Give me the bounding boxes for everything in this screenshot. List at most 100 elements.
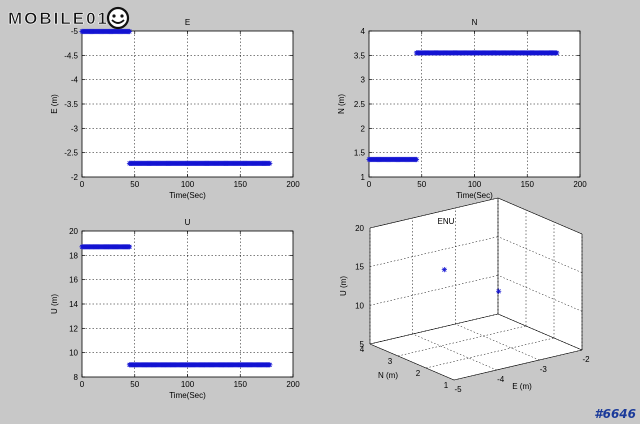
y-tick-label: 8 [74, 373, 79, 382]
logo-text: MOBILE01 [8, 9, 109, 28]
y-tick-label: 18 [69, 251, 78, 260]
y-tick-label: 1.5 [354, 149, 366, 158]
box-edge [369, 313, 499, 345]
x-tick-label: 0 [80, 380, 85, 389]
y-tick-label: 10 [69, 349, 78, 358]
x-tick-label: 0 [80, 180, 85, 189]
z-tick-label: 20 [355, 224, 364, 233]
x-tick-label: 200 [286, 380, 300, 389]
box-edge [369, 197, 499, 229]
grid-floor-n [425, 337, 555, 369]
chart-title: ENU [438, 217, 455, 226]
data-point [126, 244, 133, 250]
y-axis-label: E (m) [50, 94, 59, 114]
x-tick-label: 50 [130, 180, 139, 189]
z-axis-label: U (m) [339, 276, 348, 296]
x-tick-label: -4 [497, 375, 505, 384]
z-tick-label: 15 [355, 263, 364, 272]
y-tick-label: 20 [69, 227, 78, 236]
chart-title: E [185, 18, 190, 27]
back-wall-e [498, 198, 582, 350]
chart-enu: -5 -4 -3 -2 1 2 3 45 10 15 20 E (m) N (m) U (m) ENU [339, 197, 590, 394]
grid-wall-u-n [369, 236, 499, 267]
smiley-icon [106, 6, 130, 30]
back-wall-n [370, 198, 498, 344]
x-tick-label: -3 [540, 365, 548, 374]
x-tick-label: -2 [582, 355, 590, 364]
series-1 [413, 50, 560, 56]
z-tick-label: 10 [355, 301, 364, 310]
y-tick-label: -3 [71, 124, 79, 133]
z-tick-label: 5 [360, 340, 365, 349]
y-tick-label: 1 [361, 173, 366, 182]
y-tick-label: -4 [71, 76, 79, 85]
x-tick-label: 100 [468, 180, 482, 189]
grid-floor-e [455, 323, 540, 361]
chart-title: N [472, 18, 478, 27]
y-tick-label: 2.5 [354, 100, 366, 109]
x-tick-label: 100 [181, 180, 195, 189]
x-tick-label: 150 [234, 180, 248, 189]
y-axis-label: N (m) [337, 94, 346, 114]
chart-n: 0 50 100 150 200 1 1.5 2 2.5 3 3.5 4 N Time(Sec) N (m) [337, 18, 587, 200]
y-tick-label: 12 [69, 324, 78, 333]
y-tick-label: 1 [444, 381, 449, 390]
data-point [267, 160, 273, 166]
axes-frame [81, 230, 294, 378]
y-tick-label: 4 [360, 345, 365, 354]
grid-wall-u-e [497, 275, 583, 312]
axes-frame [368, 30, 581, 178]
x-axis-label: Time(Sec) [169, 191, 206, 200]
x-axis-label: Time(Sec) [456, 191, 493, 200]
box-edge [497, 197, 583, 235]
y-tick-label: -5 [71, 27, 79, 36]
x-axis-label: E (m) [512, 382, 532, 391]
series-0 [79, 28, 133, 35]
axes-frame [81, 30, 294, 178]
x-tick-label: 50 [130, 380, 139, 389]
chart-u: 0 50 100 150 200 8 10 12 14 16 18 20 U Time(Sec) U (m) [50, 218, 300, 400]
y-tick-label: -4.5 [64, 51, 78, 60]
grid-wall-u-e [497, 236, 583, 273]
y-tick-label: 14 [69, 300, 78, 309]
y-tick-label: 2 [416, 369, 421, 378]
series-0 [366, 156, 420, 163]
chart-title: U [185, 218, 191, 227]
grid-floor-e [412, 333, 497, 371]
y-tick-label: 3 [388, 357, 393, 366]
y-tick-label: -2.5 [64, 149, 78, 158]
y-axis-label: U (m) [50, 294, 59, 314]
series-1 [126, 160, 273, 166]
x-tick-label: 150 [234, 380, 248, 389]
data-point [126, 28, 133, 35]
floor-plane [370, 314, 582, 380]
box-edge [497, 313, 583, 351]
x-tick-label: 0 [367, 180, 372, 189]
chart-e: 0 50 100 150 200 -5 -4.5 -4 -3.5 -3 -2.5 -2 E Time(Se… [50, 18, 300, 200]
watermark-text: #6646 [594, 407, 636, 421]
data-point [413, 156, 420, 163]
data-point [267, 362, 273, 368]
box-edge [453, 349, 583, 381]
mobile01-logo: MOBILE01 [8, 6, 130, 30]
x-axis-label: Time(Sec) [169, 391, 206, 400]
x-tick-label: 50 [417, 180, 426, 189]
data-point [554, 50, 560, 56]
series-1 [126, 362, 273, 368]
grid-wall-u-n [369, 275, 499, 306]
y-tick-label: 3.5 [354, 51, 366, 60]
y-tick-label: 16 [69, 276, 78, 285]
y-tick-label: -2 [71, 173, 79, 182]
x-tick-label: 200 [573, 180, 587, 189]
y-tick-label: 4 [361, 27, 366, 36]
y-axis-label: N (m) [378, 371, 398, 380]
x-tick-label: 100 [181, 380, 195, 389]
box-edge [369, 343, 455, 381]
x-tick-label: 150 [521, 180, 535, 189]
y-tick-label: 3 [361, 76, 366, 85]
data-point [441, 267, 447, 273]
data-point [496, 288, 502, 294]
y-tick-label: -3.5 [64, 100, 78, 109]
series-0 [79, 244, 133, 250]
